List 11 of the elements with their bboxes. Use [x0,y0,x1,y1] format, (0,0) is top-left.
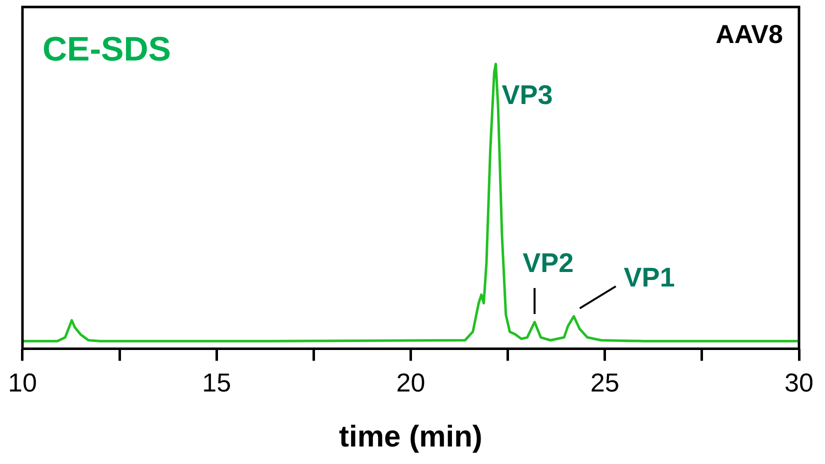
x-tick-label: 30 [784,368,814,398]
annotation: VP2 [522,248,574,278]
annotation: VP3 [502,80,553,110]
x-axis-title: time (min) [339,420,482,454]
x-tick-label: 25 [590,368,620,398]
annotation: VP1 [624,262,675,292]
text: AAV8 [716,19,783,50]
x-tick-label: 15 [202,368,232,398]
x-tick-label: 20 [396,368,426,398]
annotation: CE-SDS [42,30,171,68]
x-tick-label: 10 [8,368,37,398]
